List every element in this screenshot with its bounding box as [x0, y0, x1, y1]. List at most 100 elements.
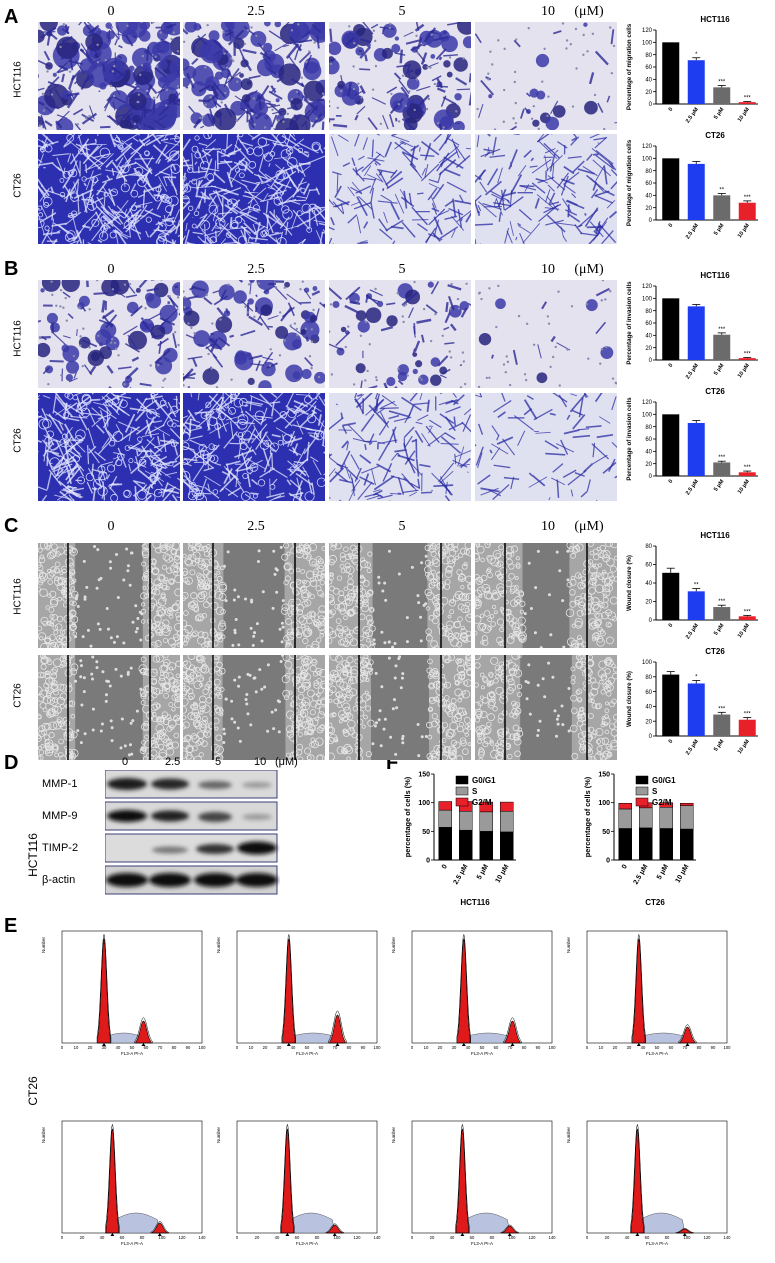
- flow-ylabel: Number: [41, 1127, 46, 1144]
- flow-x-tick: 100: [199, 1045, 207, 1050]
- flow-ylabel: Number: [391, 1127, 396, 1144]
- bar: [738, 719, 756, 736]
- y-tick-label: 50: [422, 829, 430, 836]
- y-tick-label: 100: [642, 413, 653, 419]
- flow-x-tick: 60: [645, 1235, 650, 1240]
- micrograph-b-hct116-2: [329, 280, 471, 388]
- significance-mark: ***: [744, 352, 752, 358]
- x-tick-label: 0: [668, 107, 675, 113]
- bar: [662, 414, 680, 476]
- y-tick-label: 60: [645, 563, 652, 569]
- x-tick-label: 0: [668, 623, 675, 629]
- flow-x-tick: 10: [249, 1045, 254, 1050]
- bar: [662, 674, 680, 736]
- row-label-hct116-b: HCT116: [12, 320, 24, 357]
- flow-x-tick: 120: [704, 1235, 712, 1240]
- y-tick-label: 80: [645, 309, 652, 315]
- bar-chart-title: HCT116: [700, 15, 730, 24]
- flow-x-tick: 70: [158, 1045, 163, 1050]
- wb-label-actin: β-actin: [42, 874, 76, 886]
- stack-segment: [618, 808, 632, 829]
- flow-x-tick: 70: [683, 1045, 688, 1050]
- bar-chart-ylabel: Percentage of migration cells: [626, 23, 633, 110]
- conc-header-b-0: 0: [107, 262, 115, 277]
- flow-x-tick: 100: [374, 1045, 382, 1050]
- bar: [687, 60, 705, 104]
- flow-xlabel: FL3-A PI-A: [296, 1051, 318, 1056]
- bar-chart-4: HCT116 Wound closure (%) 0 20 40 60 80 0 ** 2.5 μ…: [626, 531, 758, 640]
- flow-x-tick: 10: [424, 1045, 429, 1050]
- flow-x-tick: 40: [450, 1235, 455, 1240]
- legend-label: G2/M: [652, 798, 672, 807]
- stack-segment: [479, 801, 493, 813]
- bar-chart-ylabel: Percentage of migration cells: [626, 139, 633, 226]
- y-tick-label: 100: [642, 660, 653, 666]
- flow-x-tick: 10: [74, 1045, 79, 1050]
- flow-x-tick: 90: [536, 1045, 541, 1050]
- y-tick-label: 80: [645, 544, 652, 550]
- micrograph-c-ct26-1: [183, 655, 325, 760]
- x-tick-label: 10 μM: [737, 478, 751, 495]
- flow-xlabel: FL3-A PI-A: [471, 1051, 493, 1056]
- micrograph-c-ct26-0: [38, 655, 180, 760]
- micrograph-b-hct116-1: [183, 280, 325, 388]
- bar-chart-ylabel: Wound closure (%): [626, 555, 633, 611]
- flow-x-tick: 80: [347, 1045, 352, 1050]
- y-tick-label: 50: [602, 829, 610, 836]
- y-tick-label: 0: [649, 734, 653, 740]
- wb-conc-3: 10: [254, 756, 267, 768]
- y-tick-label: 120: [642, 284, 653, 290]
- x-tick-label: 2.5 μM: [685, 738, 700, 756]
- flow-x-tick: 140: [549, 1235, 557, 1240]
- bar: [738, 616, 756, 620]
- bar-chart-title: HCT116: [700, 271, 730, 280]
- flow-x-tick: 30: [277, 1045, 282, 1050]
- legend-label: S: [472, 787, 478, 796]
- flow-x-tick: 140: [374, 1235, 382, 1240]
- stacked-xlabel: CT26: [645, 898, 665, 907]
- flow-x-tick: 0: [586, 1045, 589, 1050]
- wb-label-mmp9: MMP-9: [42, 810, 78, 822]
- flow-x-tick: 0: [236, 1045, 239, 1050]
- y-tick-label: 120: [642, 144, 653, 150]
- stack-segment: [459, 829, 473, 861]
- x-tick-label: 10 μM: [737, 738, 751, 755]
- flow-ct26-2: Number 0 20 40 60 80 100 120 140 FL3-A PI-A: [391, 1120, 557, 1246]
- row-label-ct26-e: CT26: [26, 1076, 40, 1106]
- y-tick-label: 80: [645, 425, 652, 431]
- row-label-ct26-b: CT26: [12, 428, 24, 453]
- bar: [738, 358, 756, 360]
- flow-x-tick: 80: [522, 1045, 527, 1050]
- bar-chart-title: HCT116: [700, 531, 730, 540]
- flow-x-tick: 80: [697, 1045, 702, 1050]
- flow-x-tick: 40: [100, 1235, 105, 1240]
- flow-x-tick: 50: [655, 1045, 660, 1050]
- x-tick-label: 0: [441, 863, 449, 870]
- micrograph-c-hct116-1: [183, 543, 325, 648]
- flow-x-tick: 0: [61, 1045, 64, 1050]
- x-tick-label: 5 μM: [656, 863, 670, 880]
- bar: [713, 714, 731, 736]
- y-tick-label: 60: [645, 321, 652, 327]
- stacked-ylabel: percentage of cells (%): [583, 776, 592, 857]
- significance-mark: ***: [718, 80, 726, 86]
- stack-segment: [659, 807, 673, 829]
- panel-letter-e: E: [4, 915, 18, 937]
- panel-letter-b: B: [4, 258, 19, 280]
- micrograph-b-ct26-3: [475, 393, 617, 501]
- significance-mark: *: [695, 675, 698, 681]
- x-tick-label: 5 μM: [713, 478, 725, 492]
- flow-x-tick: 60: [669, 1045, 674, 1050]
- y-tick-label: 20: [645, 90, 652, 96]
- x-tick-label: 0: [668, 363, 675, 369]
- y-tick-label: 20: [645, 462, 652, 468]
- micrograph-a-ct26-0: [38, 134, 180, 244]
- y-tick-label: 100: [642, 297, 653, 303]
- micrograph-b-ct26-0: [38, 393, 180, 501]
- flow-x-tick: 50: [480, 1045, 485, 1050]
- significance-mark: ***: [744, 96, 752, 102]
- bar-chart-title: CT26: [705, 131, 725, 140]
- stack-segment: [680, 802, 694, 806]
- flow-x-tick: 20: [255, 1235, 260, 1240]
- stack-segment: [618, 828, 632, 861]
